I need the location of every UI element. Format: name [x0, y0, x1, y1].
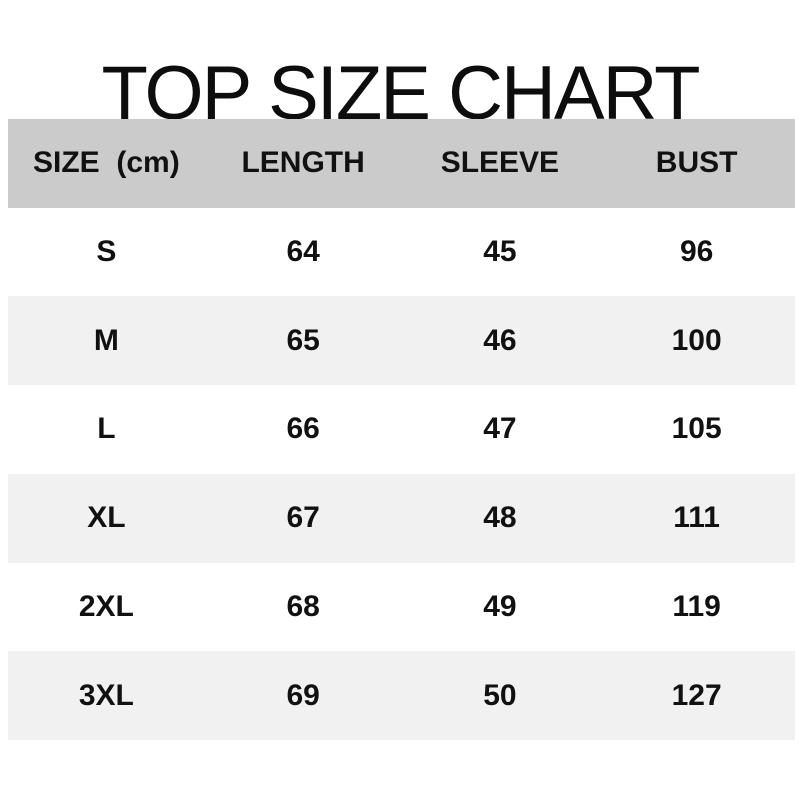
length-cell: 65: [286, 323, 320, 357]
page-title: TOP SIZE CHART: [101, 51, 700, 136]
length-cell: 68: [286, 589, 320, 623]
bust-cell: 119: [672, 589, 721, 623]
table-row-xl: XL 67 48 111: [8, 473, 795, 563]
size-table: SIZE (cm) LENGTH SLEEVE BUST S 64 45 96 …: [8, 119, 795, 740]
length-cell: 67: [286, 501, 320, 535]
length-cell: 64: [286, 235, 320, 269]
sleeve-cell: 48: [483, 501, 517, 535]
table-row-s: S 64 45 96: [8, 207, 795, 297]
sleeve-cell: 50: [483, 678, 517, 712]
table-row-m: M 65 46 100: [8, 296, 795, 386]
size-cell: M: [93, 323, 119, 357]
size-cell: 2XL: [78, 589, 134, 623]
length-cell: 66: [286, 412, 320, 446]
bust-cell: 111: [673, 501, 720, 535]
header-sleeve: SLEEVE: [440, 146, 560, 180]
sleeve-cell: 49: [483, 589, 517, 623]
table-row-3xl: 3XL 69 50 127: [8, 651, 795, 740]
header-size: SIZE (cm): [33, 146, 180, 180]
size-cell: 3XL: [78, 678, 134, 712]
length-cell: 69: [286, 678, 320, 712]
bust-cell: 96: [679, 235, 714, 269]
table-row-2xl: 2XL 68 49 119: [8, 562, 795, 652]
size-cell: L: [97, 412, 116, 446]
table-header-row: SIZE (cm) LENGTH SLEEVE BUST: [8, 119, 795, 208]
header-length: LENGTH: [241, 146, 365, 180]
size-cell: S: [96, 235, 117, 269]
size-cell: XL: [87, 501, 126, 535]
sleeve-cell: 45: [483, 235, 517, 269]
table-row-l: L 66 47 105: [8, 385, 795, 474]
bust-cell: 100: [671, 323, 722, 357]
sleeve-cell: 47: [483, 412, 517, 446]
sleeve-cell: 46: [483, 323, 517, 357]
bust-cell: 105: [671, 412, 722, 446]
bust-cell: 127: [671, 678, 722, 712]
header-bust: BUST: [655, 146, 738, 180]
